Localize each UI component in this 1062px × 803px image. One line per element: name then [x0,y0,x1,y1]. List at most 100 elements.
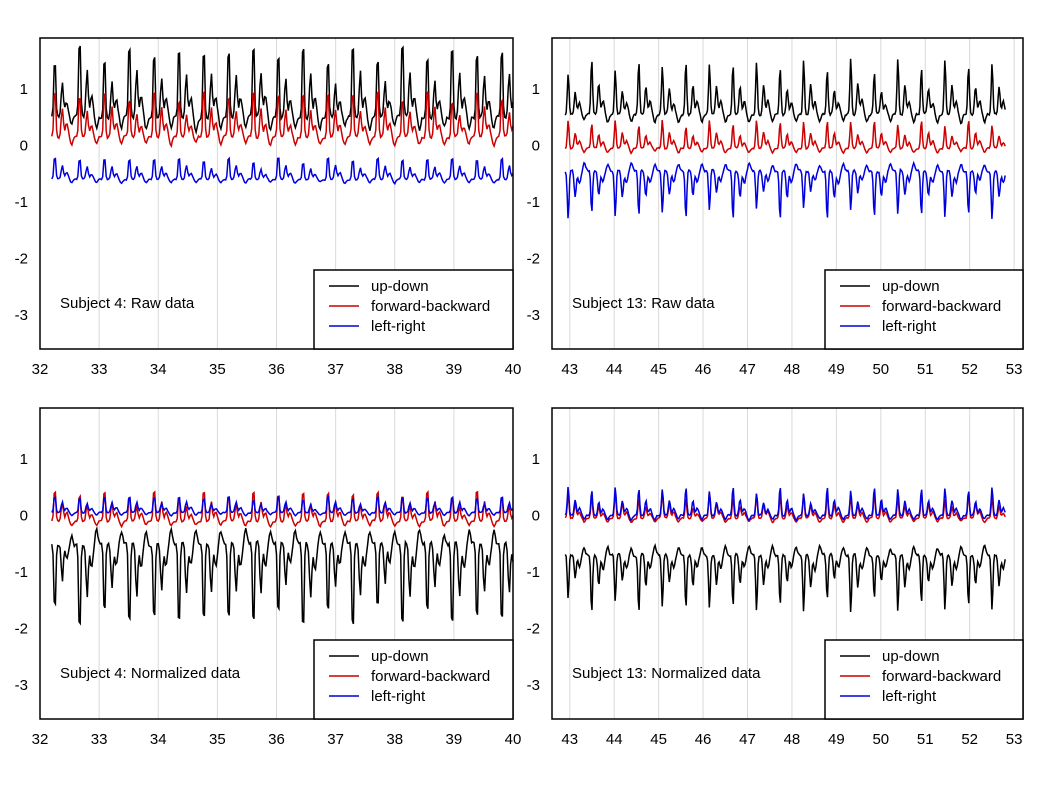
legend-label: left-right [882,318,937,335]
legend-label: forward-backward [371,298,490,315]
x-tick-label: 50 [872,731,889,748]
series-line-up-down [51,525,514,626]
y-tick-label: -3 [527,677,540,694]
x-tick-label: 52 [961,731,978,748]
panel-annotation: Subject 13: Raw data [572,295,715,312]
legend-label: forward-backward [882,668,1001,685]
x-tick-label: 39 [446,361,463,378]
y-tick-label: 0 [532,137,540,154]
plot-frame [551,37,1024,350]
x-tick-label: 39 [446,731,463,748]
x-tick-label: 44 [606,731,623,748]
x-tick-label: 44 [606,361,623,378]
legend-box [824,639,1024,720]
x-tick-label: 51 [917,361,934,378]
legend-box [824,269,1024,350]
series-line-left-right [51,156,514,186]
y-tick-label: 1 [20,81,28,98]
x-tick-label: 52 [961,361,978,378]
y-tick-label: -3 [15,307,28,324]
y-tick-label: 1 [532,81,540,98]
x-tick-label: 35 [209,361,226,378]
x-tick-label: 36 [268,361,285,378]
x-tick-label: 33 [91,361,108,378]
legend-label: up-down [371,278,429,295]
y-tick-label: 0 [20,137,28,154]
series-line-forward-backward [564,491,1006,524]
x-tick-label: 37 [327,731,344,748]
chart-panel-2: 1 0 -1 -2 -3 43 44 45 46 47 48 49 50 51 52 53 Subject 13… [527,37,1024,378]
legend-label: up-down [371,648,429,665]
y-tick-label: 1 [532,451,540,468]
chart-panel-3: 1 0 -1 -2 -3 32 33 34 35 36 37 38 39 40 Subject 4: Nor… [15,407,521,748]
x-tick-label: 34 [150,361,167,378]
y-tick-label: -3 [527,307,540,324]
legend-label: forward-backward [371,668,490,685]
y-tick-label: -2 [15,621,28,638]
y-tick-label: 1 [20,451,28,468]
x-tick-label: 47 [739,361,756,378]
plot-frame [39,37,514,350]
x-tick-label: 32 [32,731,49,748]
x-tick-label: 53 [1006,731,1023,748]
x-tick-label: 37 [327,361,344,378]
series-line-left-right [51,495,514,517]
legend-box [313,639,514,720]
panel-annotation: Subject 13: Normalized data [572,665,761,682]
x-tick-label: 33 [91,731,108,748]
x-tick-label: 49 [828,731,845,748]
legend-label: forward-backward [882,298,1001,315]
x-tick-label: 45 [650,361,667,378]
y-tick-label: -1 [15,194,28,211]
legend-box [313,269,514,350]
panel-annotation: Subject 4: Raw data [60,295,195,312]
series-line-forward-backward [51,89,514,149]
series-line-left-right [564,486,1006,522]
legend-label: up-down [882,278,940,295]
x-tick-label: 51 [917,731,934,748]
x-tick-label: 32 [32,361,49,378]
x-tick-label: 40 [505,361,522,378]
x-tick-label: 36 [268,731,285,748]
plot-frame [39,407,514,720]
x-tick-label: 48 [784,731,801,748]
legend-label: up-down [882,648,940,665]
x-tick-label: 46 [695,361,712,378]
y-tick-label: -2 [15,251,28,268]
series-line-forward-backward [51,489,514,529]
x-tick-label: 47 [739,731,756,748]
series-line-up-down [564,58,1006,125]
x-tick-label: 35 [209,731,226,748]
y-tick-label: -3 [15,677,28,694]
x-tick-label: 45 [650,731,667,748]
series-line-up-down [51,45,514,136]
y-tick-label: -1 [527,564,540,581]
panel-annotation: Subject 4: Normalized data [60,665,241,682]
plot-frame [551,407,1024,720]
legend-label: left-right [882,688,937,705]
y-tick-label: 0 [532,507,540,524]
series-line-up-down [564,543,1006,613]
y-tick-label: -1 [15,564,28,581]
x-tick-label: 53 [1006,361,1023,378]
y-tick-label: 0 [20,507,28,524]
x-tick-label: 34 [150,731,167,748]
y-tick-label: -2 [527,251,540,268]
series-line-forward-backward [564,120,1006,155]
legend-label: left-right [371,688,426,705]
x-tick-label: 46 [695,731,712,748]
x-tick-label: 48 [784,361,801,378]
y-tick-label: -1 [527,194,540,211]
x-tick-label: 43 [561,361,578,378]
x-tick-label: 43 [561,731,578,748]
x-tick-label: 50 [872,361,889,378]
legend-label: left-right [371,318,426,335]
series-line-left-right [564,160,1006,219]
chart-panel-1: 1 0 -1 -2 -3 32 33 34 35 36 37 38 39 40 Subject 4: Raw… [15,37,522,378]
x-tick-label: 38 [386,361,403,378]
y-tick-label: -2 [527,621,540,638]
chart-panel-4: 1 0 -1 -2 -3 43 44 45 46 47 48 49 50 51 52 53 Subject 13… [527,407,1024,748]
x-tick-label: 49 [828,361,845,378]
